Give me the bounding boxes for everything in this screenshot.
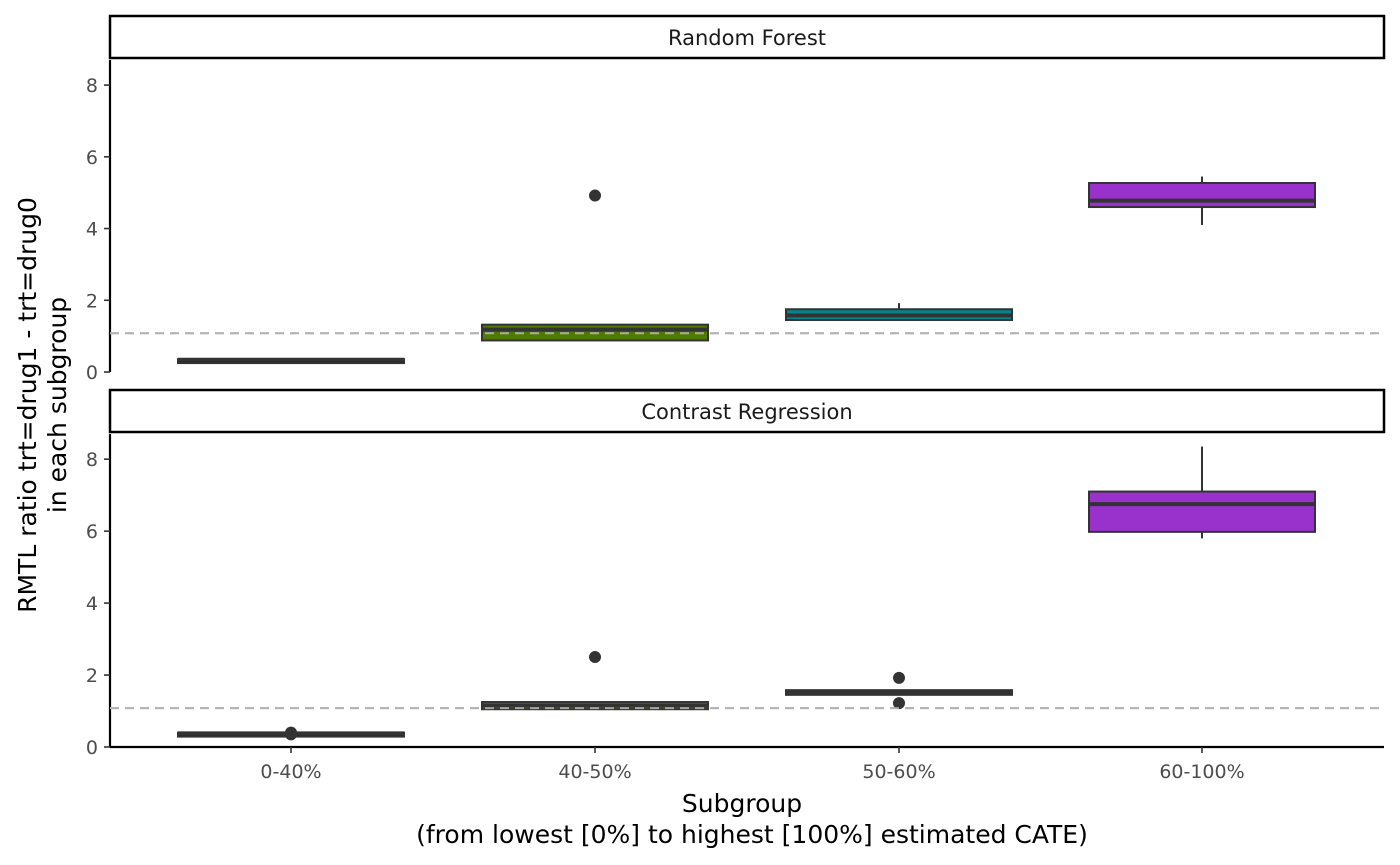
x-axis-title: Subgroup — [682, 789, 802, 818]
y-tick-label-random-forest: 6 — [86, 147, 98, 169]
outlier-point — [893, 671, 905, 684]
box-random-forest-2 — [785, 303, 1013, 322]
box-contrast-regression-1 — [481, 651, 709, 711]
y-tick-label-contrast-regression: 4 — [86, 593, 98, 615]
y-tick-label-random-forest: 4 — [86, 219, 98, 241]
x-tick-label: 40-50% — [558, 761, 631, 783]
y-tick-label-random-forest: 8 — [86, 75, 98, 97]
box-contrast-regression-3 — [1088, 446, 1316, 539]
box-contrast-regression-2 — [785, 671, 1013, 710]
strip-title-contrast-regression: Contrast Regression — [641, 400, 852, 424]
y-tick-label-random-forest: 0 — [86, 362, 98, 384]
box-random-forest-3 — [1088, 176, 1316, 225]
strip-title-random-forest: Random Forest — [668, 26, 826, 50]
y-axis-subtitle: in each subgroup — [43, 297, 72, 513]
outlier-point — [589, 189, 601, 202]
box-random-forest-0 — [177, 357, 405, 365]
box-random-forest-1 — [481, 189, 709, 342]
outlier-point — [893, 697, 905, 710]
outlier-point — [285, 726, 297, 739]
strip-random-forest — [108, 14, 1386, 60]
box-contrast-regression-0 — [177, 726, 405, 741]
y-axis-title: RMTL ratio trt=drug1 - trt=drug0 — [13, 197, 42, 613]
y-tick-label-contrast-regression: 0 — [86, 737, 98, 759]
box-body — [1088, 182, 1316, 209]
y-tick-label-contrast-regression: 6 — [86, 521, 98, 543]
y-tick-label-contrast-regression: 2 — [86, 665, 98, 687]
x-axis-subtitle: (from lowest [0%] to highest [100%] esti… — [416, 820, 1088, 849]
x-tick-label: 50-60% — [862, 761, 935, 783]
strip-contrast-regression — [108, 388, 1386, 434]
x-tick-label: 60-100% — [1159, 761, 1244, 783]
y-tick-label-contrast-regression: 8 — [86, 449, 98, 471]
y-tick-label-random-forest: 2 — [86, 290, 98, 312]
outlier-point — [589, 651, 601, 664]
box-body — [1088, 490, 1316, 533]
x-tick-label: 0-40% — [260, 761, 321, 783]
